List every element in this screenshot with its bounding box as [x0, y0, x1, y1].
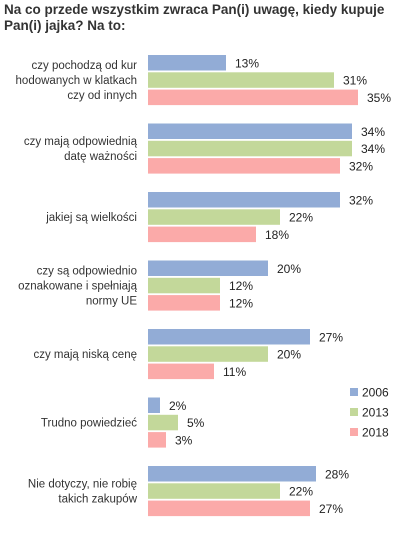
legend-label: 2018	[362, 426, 389, 440]
bar-2006	[148, 192, 340, 208]
category-label: czy są odpowiednio oznakowane i spełniają…	[18, 266, 138, 308]
value-label: 27%	[319, 330, 343, 344]
value-label: 27%	[319, 502, 343, 516]
chart-title: Na co przede wszystkim zwraca Pan(i) uwa…	[4, 2, 385, 33]
value-label: 32%	[349, 159, 373, 173]
bar-2006	[148, 397, 160, 413]
value-label: 2%	[169, 399, 187, 413]
value-label: 34%	[361, 125, 385, 139]
category-label: czy mają odpowiednią datę ważności	[24, 136, 138, 163]
value-label: 28%	[325, 467, 349, 481]
category-label: czy pochodzą od kur hodowanych w klatkach…	[16, 60, 138, 102]
value-label: 22%	[289, 485, 313, 499]
bar-2013	[148, 277, 220, 294]
value-label: 22%	[289, 211, 313, 225]
bar-2018	[148, 158, 340, 174]
bar-2006	[148, 123, 352, 139]
bar-2018	[148, 432, 166, 448]
value-label: 35%	[367, 91, 391, 105]
category-label: czy mają niską cenę	[33, 349, 137, 361]
bar-2018	[148, 226, 256, 243]
category-label-line: takich zakupów	[58, 494, 137, 506]
category-label-line: czy pochodzą od kur	[32, 60, 138, 72]
bar-2006	[148, 55, 226, 71]
value-label: 34%	[361, 142, 385, 156]
category-label-line: czy mają odpowiednią	[24, 136, 138, 148]
value-label: 5%	[187, 416, 205, 430]
legend-swatch	[350, 428, 358, 436]
category-label: Trudno powiedzieć	[41, 418, 137, 430]
category-label-line: Trudno powiedzieć	[41, 418, 137, 430]
bar-2018	[148, 295, 220, 311]
value-label: 31%	[343, 74, 367, 88]
category-label-line: datę ważności	[64, 151, 137, 163]
category-label: Nie dotyczy, nie robię takich zakupów	[28, 479, 138, 506]
value-label: 3%	[175, 433, 193, 447]
bar-2013	[148, 140, 352, 157]
category-labels: czy pochodzą od kur hodowanych w klatkach…	[16, 60, 138, 506]
category-label-line: jakiej są wielkości	[45, 212, 137, 224]
bar-2013	[148, 209, 280, 225]
category-label-line: czy mają niską cenę	[33, 349, 137, 361]
legend-swatch	[350, 388, 358, 396]
bar-2006	[148, 260, 268, 276]
legend-label: 2006	[362, 386, 389, 400]
bar-2013	[148, 346, 268, 362]
bar-2018	[148, 363, 214, 380]
category-label-line: czy od innych	[67, 90, 137, 102]
category-label-line: czy są odpowiednio	[37, 266, 137, 278]
value-label: 12%	[229, 296, 253, 310]
value-label: 20%	[277, 262, 301, 276]
category-label-line: normy UE	[86, 296, 137, 308]
value-label: 13%	[235, 56, 259, 70]
value-label: 11%	[223, 365, 246, 379]
value-label: 20%	[277, 348, 301, 362]
value-label: 32%	[349, 193, 373, 207]
bars: 13%31%35%34%34%32%32%22%18%20%12%12%27%2…	[148, 55, 391, 517]
bar-2013	[148, 414, 178, 431]
bar-2013	[148, 72, 334, 88]
bar-2018	[148, 500, 310, 517]
value-label: 12%	[229, 279, 253, 293]
value-label: 18%	[265, 228, 289, 242]
bar-2006	[148, 466, 316, 482]
bar-2018	[148, 89, 358, 106]
category-label-line: oznakowane i spełniają	[18, 281, 138, 293]
legend: 2006 2013 2018	[350, 386, 389, 440]
bar-2013	[148, 483, 280, 499]
category-label: jakiej są wielkości	[45, 212, 137, 224]
category-label-line: Nie dotyczy, nie robię	[28, 479, 137, 491]
legend-label: 2013	[362, 406, 389, 420]
bar-2006	[148, 329, 310, 345]
category-label-line: hodowanych w klatkach	[16, 75, 137, 87]
legend-swatch	[350, 408, 358, 416]
